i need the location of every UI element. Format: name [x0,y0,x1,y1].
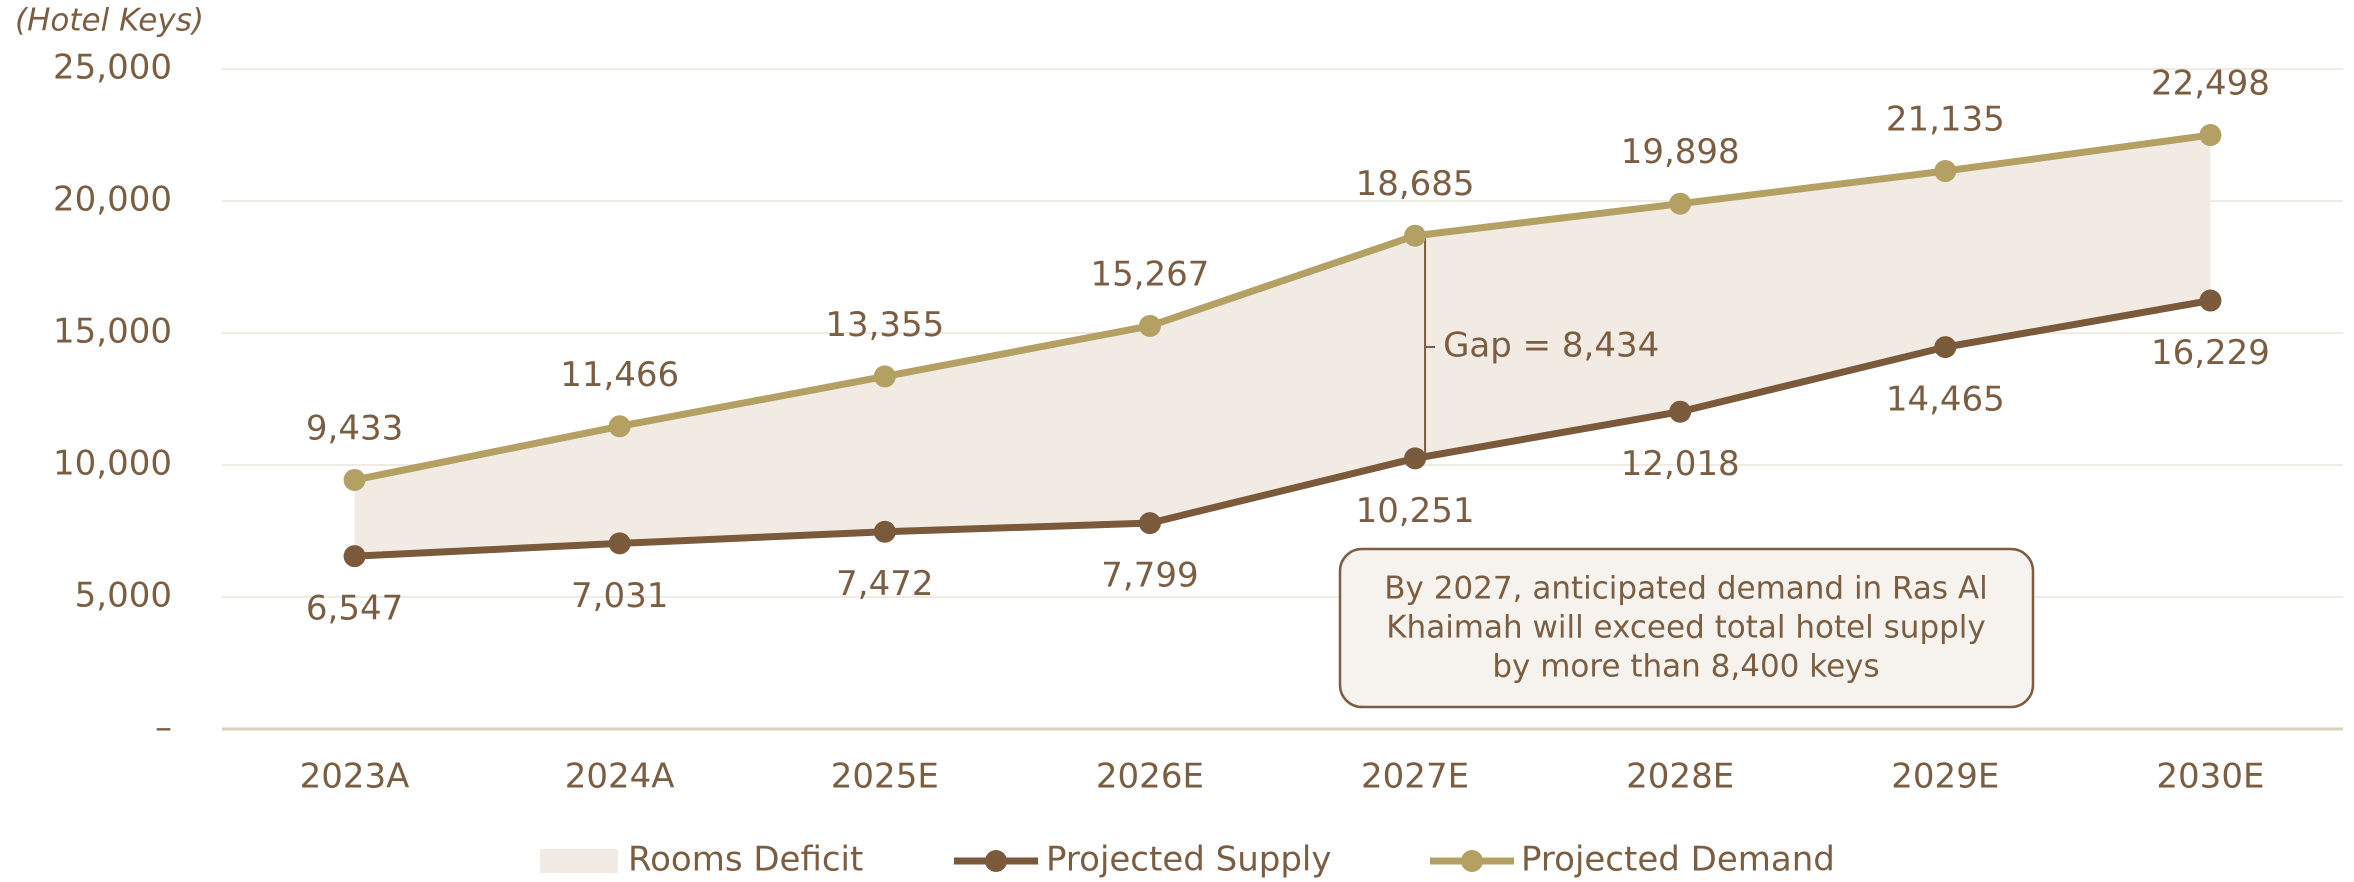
legend-swatch [540,849,618,873]
x-tick-label: 2023A [300,757,410,797]
callout-text: by more than 8,400 keys [1492,649,1879,685]
legend-label: Rooms Deficit [628,840,863,880]
x-tick-label: 2028E [1626,757,1734,797]
x-tick-label: 2029E [1891,757,1999,797]
data-label: 11,466 [560,355,679,395]
data-label: 15,267 [1090,254,1209,294]
data-point [873,520,896,543]
series-line [354,297,2212,560]
data-label: 7,799 [1101,556,1198,596]
x-tick-label: 2026E [1096,757,1204,797]
data-label: 18,685 [1356,164,1475,204]
data-point [2199,289,2222,312]
data-label: 12,018 [1621,444,1740,484]
data-point [1404,224,1427,247]
data-point [608,415,631,438]
y-tick-label: 15,000 [53,312,172,352]
series-line [353,131,2211,484]
data-point [608,532,631,555]
y-tick-label: 20,000 [53,180,172,220]
x-tick-label: 2030E [2156,757,2264,797]
data-point [1138,512,1161,535]
legend-label: Projected Supply [1046,840,1332,880]
callout-text: Khaimah will exceed total hotel supply [1386,610,1986,646]
y-tick-label: – [155,708,172,748]
legend-label: Projected Demand [1521,840,1835,880]
data-point [1934,160,1957,183]
data-label: 22,498 [2151,64,2270,104]
callout-box [1338,547,2035,709]
data-label: 19,898 [1621,132,1740,172]
data-point [1669,192,1692,215]
x-tick-label: 2025E [831,757,939,797]
y-axis-label: (Hotel Keys) [15,3,204,39]
y-tick-label: 25,000 [53,48,172,88]
data-label: 6,547 [306,589,403,629]
data-point [1404,447,1427,470]
data-label: 21,135 [1886,100,2005,140]
data-point [873,365,896,388]
x-tick-label: 2024A [565,757,675,797]
data-label: 10,251 [1356,491,1475,531]
x-tick-label: 2027E [1361,757,1469,797]
data-label: 16,229 [2151,333,2270,373]
legend-marker [985,850,1007,872]
data-point [1669,400,1692,423]
gap-label: Gap = 8,434 [1443,326,1659,366]
data-label: 9,433 [306,408,403,448]
data-label: 7,031 [571,576,668,616]
data-point [1138,314,1161,337]
data-label: 14,465 [1886,380,2005,420]
y-tick-label: 5,000 [75,576,172,616]
deficit-area [354,135,2211,557]
data-point [343,468,366,491]
legend-marker [1461,850,1483,872]
y-tick-label: 10,000 [53,444,172,484]
data-point [1934,336,1957,359]
data-point [2199,124,2222,147]
data-point [343,545,366,568]
callout-text: By 2027, anticipated demand in Ras Al [1384,571,1988,607]
data-label: 13,355 [825,305,944,345]
data-label: 7,472 [836,564,933,604]
